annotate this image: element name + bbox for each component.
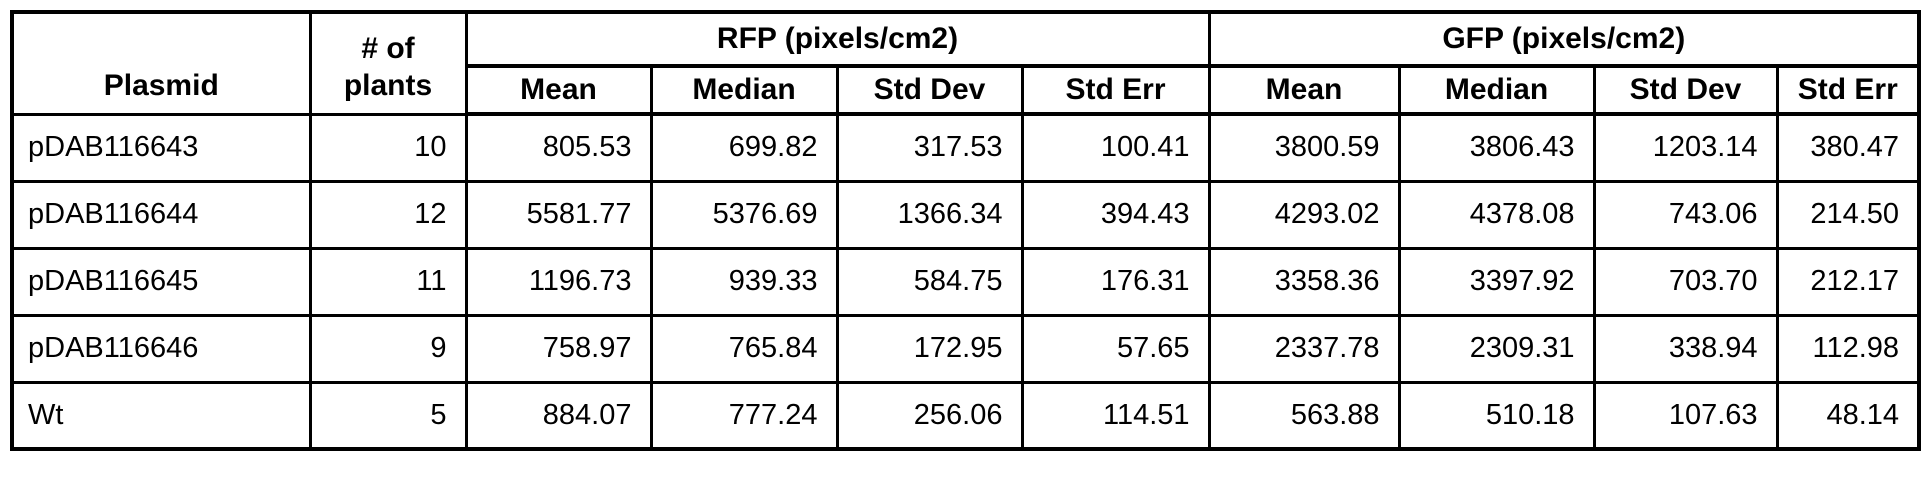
table-row: pDAB116644 12 5581.77 5376.69 1366.34 39… [10,179,1921,250]
rfp-median-cell: 777.24 [649,380,839,451]
gfp-mean-cell: 563.88 [1207,380,1401,451]
rfp-stddev-cell: 1366.34 [835,179,1024,250]
gfp-stderr-cell: 48.14 [1775,380,1921,451]
column-header-rfp-stderr: Std Err [1020,64,1211,116]
rfp-stddev-cell: 584.75 [835,246,1024,317]
table-row: pDAB116646 9 758.97 765.84 172.95 57.65 … [10,313,1921,384]
gfp-median-cell: 2309.31 [1397,313,1596,384]
gfp-stddev-cell: 1203.14 [1592,112,1779,183]
table-container: Plasmid # of plants RFP (pixels/cm2) GFP… [10,10,1922,451]
plasmid-cell: pDAB116646 [10,313,312,384]
rfp-median-cell: 5376.69 [649,179,839,250]
gfp-group-header: GFP (pixels/cm2) [1207,10,1921,68]
plasmid-cell: pDAB116644 [10,179,312,250]
num-plants-cell: 10 [308,112,468,183]
table-row: pDAB116643 10 805.53 699.82 317.53 100.4… [10,112,1921,183]
rfp-median-cell: 765.84 [649,313,839,384]
column-header-gfp-mean: Mean [1207,64,1401,116]
gfp-mean-cell: 3358.36 [1207,246,1401,317]
gfp-median-cell: 4378.08 [1397,179,1596,250]
num-plants-line2: plants [343,69,433,102]
sub-header-row: Mean Median Std Dev Std Err Mean Median … [12,64,1921,116]
column-header-rfp-median: Median [649,64,839,116]
rfp-mean-cell: 1196.73 [464,246,653,317]
num-plants-cell: 11 [308,246,468,317]
rfp-stddev-cell: 317.53 [835,112,1024,183]
column-header-rfp-stddev: Std Dev [835,64,1024,116]
rfp-stderr-cell: 57.65 [1020,313,1211,384]
num-plants-cell: 5 [308,380,468,451]
table-row: Wt 5 884.07 777.24 256.06 114.51 563.88 … [10,380,1921,451]
column-header-gfp-stddev: Std Dev [1592,64,1779,116]
plasmid-cell: pDAB116643 [10,112,312,183]
gfp-stderr-cell: 214.50 [1775,179,1921,250]
rfp-mean-cell: 758.97 [464,313,653,384]
gfp-median-cell: 510.18 [1397,380,1596,451]
gfp-median-cell: 3397.92 [1397,246,1596,317]
gfp-mean-cell: 2337.78 [1207,313,1401,384]
column-header-gfp-median: Median [1397,64,1596,116]
plasmid-cell: Wt [10,380,312,451]
rfp-stddev-cell: 256.06 [835,380,1024,451]
plasmid-cell: pDAB116645 [10,246,312,317]
rfp-stddev-cell: 172.95 [835,313,1024,384]
num-plants-cell: 9 [308,313,468,384]
rfp-mean-cell: 5581.77 [464,179,653,250]
gfp-stddev-cell: 338.94 [1592,313,1779,384]
column-header-rfp-mean: Mean [464,64,653,116]
rfp-stderr-cell: 394.43 [1020,179,1211,250]
plasmid-fluorescence-table: Plasmid # of plants RFP (pixels/cm2) GFP… [10,10,1922,451]
rfp-mean-cell: 805.53 [464,112,653,183]
table-row: pDAB116645 11 1196.73 939.33 584.75 176.… [10,246,1921,317]
rfp-stderr-cell: 114.51 [1020,380,1211,451]
gfp-stddev-cell: 743.06 [1592,179,1779,250]
group-header-row: Plasmid # of plants RFP (pixels/cm2) GFP… [10,10,1921,116]
gfp-stderr-cell: 212.17 [1775,246,1921,317]
rfp-stderr-cell: 176.31 [1020,246,1211,317]
gfp-stddev-cell: 703.70 [1592,246,1779,317]
rfp-stderr-cell: 100.41 [1020,112,1211,183]
gfp-stddev-cell: 107.63 [1592,380,1779,451]
column-header-num-plants: # of plants [308,10,468,116]
gfp-stderr-cell: 112.98 [1775,313,1921,384]
gfp-mean-cell: 3800.59 [1207,112,1401,183]
gfp-mean-cell: 4293.02 [1207,179,1401,250]
num-plants-line1: # of [361,31,415,65]
rfp-mean-cell: 884.07 [464,380,653,451]
rfp-median-cell: 939.33 [649,246,839,317]
column-header-gfp-stderr: Std Err [1775,64,1921,116]
num-plants-cell: 12 [308,179,468,250]
rfp-median-cell: 699.82 [649,112,839,183]
column-header-plasmid: Plasmid [10,10,312,116]
gfp-median-cell: 3806.43 [1397,112,1596,183]
gfp-stderr-cell: 380.47 [1775,112,1921,183]
rfp-group-header: RFP (pixels/cm2) [464,10,1211,68]
